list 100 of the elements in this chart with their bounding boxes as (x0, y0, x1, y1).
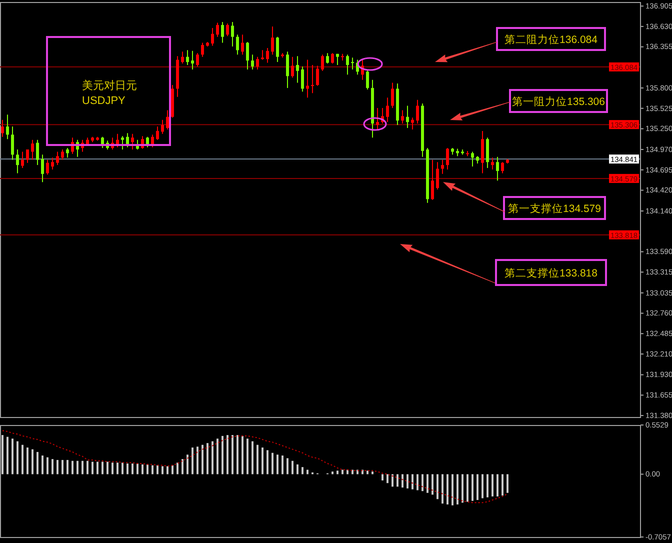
bar (246, 438, 248, 474)
candlestick (321, 54, 324, 72)
bar (396, 474, 398, 487)
bar (82, 460, 84, 474)
bar (292, 460, 294, 474)
candlestick (21, 151, 24, 168)
bar (106, 462, 108, 474)
bar (452, 474, 454, 506)
bar (86, 460, 88, 474)
bar (456, 474, 458, 504)
candlestick (411, 117, 414, 130)
bar (446, 474, 448, 504)
candlestick (301, 66, 304, 92)
candlestick (201, 42, 204, 58)
annotation: 第一支撑位134.579 (508, 202, 602, 215)
candlestick (496, 156, 499, 182)
bar (392, 474, 394, 487)
bar (372, 472, 374, 474)
bar (506, 474, 508, 493)
candlestick (306, 59, 309, 98)
bar (52, 459, 54, 474)
bar (366, 470, 368, 474)
line-series (2, 430, 508, 504)
candlestick (351, 57, 354, 70)
candlestick (196, 52, 199, 67)
bar (422, 474, 424, 492)
bar (166, 466, 168, 474)
candlestick (251, 54, 254, 70)
candlestick (121, 136, 124, 150)
bar (176, 462, 178, 474)
bar (32, 449, 34, 474)
bar (146, 464, 148, 474)
candlestick (236, 34, 239, 56)
candlestick (316, 65, 319, 86)
candlestick (471, 151, 474, 168)
candlestick (326, 52, 329, 64)
candlestick (161, 119, 164, 134)
candlestick (131, 133, 134, 150)
candlestick (446, 147, 449, 170)
bar (492, 474, 494, 496)
candlestick (256, 56, 259, 70)
bar (412, 474, 414, 490)
candlestick (291, 56, 294, 78)
bar (42, 456, 44, 474)
candlestick (346, 54, 349, 76)
bar (116, 462, 118, 474)
bar (462, 474, 464, 503)
bar (286, 458, 288, 474)
candlestick (391, 82, 394, 108)
candlestick (216, 22, 219, 38)
bar (442, 474, 444, 504)
bar (406, 474, 408, 488)
bar (102, 462, 104, 474)
bar (182, 459, 184, 474)
candlestick (51, 157, 54, 170)
bar (6, 436, 8, 474)
candlestick (56, 151, 59, 166)
candlestick (221, 22, 224, 44)
candlestick (66, 147, 69, 158)
bar (2, 435, 4, 474)
bar (192, 448, 194, 474)
candlestick (416, 99, 419, 124)
candlestick (436, 162, 439, 190)
candlestick (191, 50, 194, 70)
bar (496, 474, 498, 496)
candlestick (1, 119, 4, 138)
candlestick (311, 64, 314, 94)
text: 美元对日元 (82, 79, 137, 92)
bar (12, 438, 14, 474)
bar (66, 460, 68, 474)
candlestick (181, 51, 184, 64)
candlestick (226, 22, 229, 37)
bar (216, 438, 218, 474)
bar (236, 435, 238, 474)
bar (186, 454, 188, 474)
candlestick (186, 50, 189, 66)
candlestick (366, 68, 369, 90)
bar (402, 474, 404, 488)
bar (486, 474, 488, 498)
annotation: 第二支撑位133.818 (504, 266, 598, 280)
bar (482, 474, 484, 498)
bar (156, 465, 158, 474)
bar (472, 474, 474, 501)
bar (172, 465, 174, 474)
bar (46, 457, 48, 474)
candlestick (156, 126, 159, 140)
bar (112, 462, 114, 474)
bar (122, 462, 124, 474)
candlestick (286, 51, 289, 88)
candlestick (231, 22, 234, 47)
candlestick (61, 148, 64, 160)
candlestick (166, 110, 169, 130)
text: USDJPY (82, 95, 126, 107)
candlestick (486, 137, 489, 168)
bar (56, 460, 58, 474)
bar (476, 474, 478, 500)
candlestick (386, 97, 389, 123)
candlestick (246, 42, 249, 70)
bar (26, 448, 28, 474)
bar (196, 446, 198, 474)
